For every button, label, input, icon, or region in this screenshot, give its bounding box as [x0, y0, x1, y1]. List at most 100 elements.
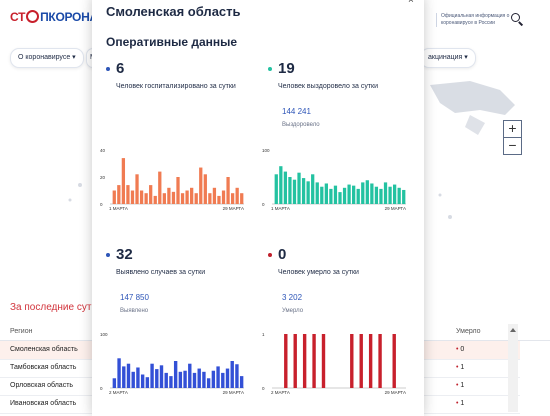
bar[interactable]: [230, 193, 235, 204]
bar[interactable]: [194, 193, 198, 204]
bar[interactable]: [292, 179, 297, 204]
bar[interactable]: [188, 363, 192, 388]
bar[interactable]: [178, 371, 183, 388]
bar[interactable]: [217, 195, 221, 204]
bar[interactable]: [221, 372, 225, 388]
bar[interactable]: [216, 366, 220, 388]
bar[interactable]: [164, 372, 168, 388]
bar[interactable]: [112, 190, 116, 205]
bar[interactable]: [378, 334, 382, 388]
bar[interactable]: [145, 377, 150, 388]
bar[interactable]: [312, 334, 316, 388]
bar[interactable]: [185, 190, 189, 205]
bar[interactable]: [126, 363, 131, 388]
bar[interactable]: [183, 370, 187, 388]
bar[interactable]: [321, 334, 326, 388]
bar[interactable]: [311, 174, 315, 204]
bar[interactable]: [117, 358, 121, 388]
bar[interactable]: [112, 378, 117, 388]
chart-deaths[interactable]: 1 0 2 МАРТА 29 МАРТА: [262, 330, 412, 400]
bar[interactable]: [284, 334, 288, 388]
bar[interactable]: [192, 372, 197, 388]
bar[interactable]: [203, 174, 207, 204]
bar[interactable]: [131, 371, 135, 388]
bar[interactable]: [208, 193, 212, 204]
bar[interactable]: [397, 187, 401, 204]
bar[interactable]: [171, 191, 176, 204]
bar[interactable]: [159, 365, 164, 388]
bar[interactable]: [117, 185, 121, 204]
bar[interactable]: [135, 174, 139, 204]
bar[interactable]: [139, 190, 144, 205]
bar[interactable]: [211, 370, 216, 388]
bar[interactable]: [136, 367, 140, 388]
bar[interactable]: [320, 186, 324, 204]
bar[interactable]: [167, 187, 171, 204]
bar[interactable]: [274, 174, 278, 204]
bar[interactable]: [365, 180, 369, 204]
bar[interactable]: [169, 376, 173, 388]
bar[interactable]: [324, 183, 328, 204]
bar[interactable]: [350, 334, 354, 388]
bar[interactable]: [329, 188, 333, 204]
bar[interactable]: [226, 177, 230, 204]
menu-vaccination[interactable]: акцинация ▾: [420, 48, 476, 68]
bar[interactable]: [374, 186, 379, 204]
bar[interactable]: [140, 374, 145, 389]
bar[interactable]: [176, 177, 180, 204]
scroll-up-icon[interactable]: [510, 328, 516, 332]
bar[interactable]: [240, 193, 244, 204]
bar[interactable]: [197, 368, 201, 388]
bar[interactable]: [392, 334, 396, 388]
bar[interactable]: [221, 190, 226, 205]
bar[interactable]: [368, 334, 373, 388]
bar[interactable]: [121, 158, 126, 204]
bar[interactable]: [301, 178, 306, 204]
chart-cases[interactable]: 100 0 2 МАРТА 29 МАРТА: [100, 330, 250, 400]
bar[interactable]: [306, 181, 310, 204]
bar[interactable]: [283, 171, 288, 204]
bar[interactable]: [388, 186, 392, 204]
bar[interactable]: [392, 184, 397, 204]
bar[interactable]: [158, 171, 162, 204]
bar[interactable]: [315, 182, 319, 204]
zoom-in-button[interactable]: +: [503, 120, 522, 138]
bar[interactable]: [155, 369, 159, 388]
chart-hospitalized[interactable]: 40 20 0 1 МАРТА 29 МАРТА: [100, 146, 250, 216]
bar[interactable]: [359, 334, 363, 388]
bar[interactable]: [122, 366, 126, 388]
bar[interactable]: [173, 361, 178, 388]
bar[interactable]: [402, 189, 406, 204]
zoom-out-button[interactable]: −: [503, 137, 522, 155]
menu-about-virus[interactable]: О коронавирусе ▾: [10, 48, 84, 68]
bar[interactable]: [239, 376, 244, 388]
bar[interactable]: [288, 177, 292, 204]
bar[interactable]: [235, 187, 239, 204]
table-scrollbar[interactable]: [508, 324, 518, 412]
russia-map[interactable]: [0, 75, 550, 295]
bar[interactable]: [206, 378, 211, 388]
bar[interactable]: [130, 190, 135, 205]
bar[interactable]: [356, 188, 360, 204]
bar[interactable]: [153, 195, 157, 204]
bar[interactable]: [379, 188, 383, 204]
bar[interactable]: [202, 371, 206, 388]
bar[interactable]: [126, 185, 130, 204]
bar[interactable]: [361, 182, 365, 204]
bar[interactable]: [302, 334, 307, 388]
bar[interactable]: [338, 192, 342, 204]
close-icon[interactable]: ×: [408, 0, 414, 6]
bar[interactable]: [162, 193, 166, 204]
bar[interactable]: [297, 172, 301, 204]
bar[interactable]: [293, 334, 297, 388]
bar[interactable]: [149, 185, 153, 204]
bar[interactable]: [212, 187, 217, 204]
bar[interactable]: [235, 364, 239, 388]
bar[interactable]: [190, 187, 194, 204]
bar[interactable]: [342, 187, 347, 204]
bar[interactable]: [370, 183, 374, 204]
bar[interactable]: [347, 184, 351, 204]
bar[interactable]: [279, 166, 283, 204]
bar[interactable]: [199, 167, 203, 204]
chart-recovered[interactable]: 100 0 1 МАРТА 29 МАРТА: [262, 146, 412, 216]
